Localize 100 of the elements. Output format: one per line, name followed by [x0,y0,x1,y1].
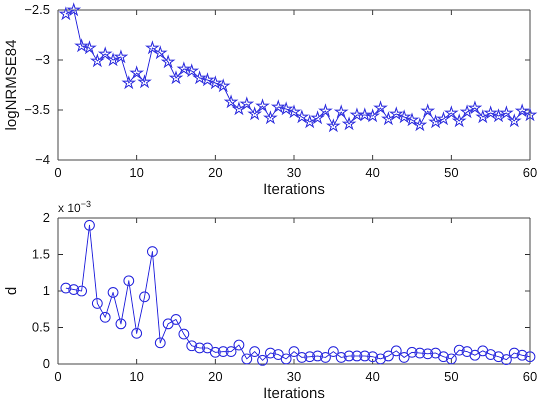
point [359,350,370,362]
point [108,287,119,298]
point [60,282,72,294]
point [477,345,488,356]
point [524,108,536,120]
point [469,350,480,361]
point [233,340,244,350]
point [446,353,457,364]
point [319,104,332,116]
point [178,328,190,340]
x-tick-label: 40 [365,165,380,180]
point [100,312,111,323]
point [334,105,348,118]
text: x 10$^{−3}$ [58,199,91,215]
point [452,114,466,126]
point [374,101,387,114]
point [123,275,134,286]
point [272,100,284,112]
point [280,353,292,364]
x-tick-label: 10 [129,369,144,384]
point [406,346,418,358]
point [257,354,268,366]
point [304,351,316,362]
point [382,112,395,124]
x-tick-label: 0 [54,165,62,180]
y-tick-label: −3 [35,52,50,68]
point [367,351,378,362]
y-tick-label: 1.5 [32,246,50,262]
x-tick-label: 40 [365,369,380,384]
point [492,109,505,122]
point [224,95,238,108]
x-tick-label: 0 [54,369,62,384]
x-tick-label: 20 [208,165,223,180]
point [516,104,528,116]
point [60,7,72,20]
point [390,107,402,120]
point [240,97,254,110]
point [241,353,252,364]
x-tick-label: 30 [286,165,302,180]
y-tick-label: 2 [42,210,50,226]
point [366,109,379,122]
point [288,346,300,358]
point [437,112,450,124]
point [193,71,206,84]
point [429,115,442,128]
point [106,53,120,66]
y-tick-label: 0 [42,356,50,372]
point [264,348,276,358]
x-tick-label: 50 [444,369,459,384]
point [375,353,386,364]
point [272,349,284,360]
point [344,350,355,362]
point [91,54,104,66]
y-tick-label: −2.5 [24,2,50,18]
point [328,346,339,358]
point [508,348,520,358]
point [68,3,80,16]
x-axis-title: Iterations [263,385,325,402]
point [382,350,394,362]
point [84,220,95,231]
point [320,352,331,363]
x-tick-label: 60 [522,165,538,180]
point [462,346,473,358]
point [194,342,206,354]
y-axis-title: logNRMSE84 [3,40,20,130]
x-tick-label: 60 [522,369,538,384]
point [68,284,80,295]
point [139,291,150,302]
point [406,113,418,126]
point [280,102,292,114]
point [146,246,158,258]
point [218,346,229,358]
point [264,111,277,124]
point [162,318,174,330]
point [485,349,496,360]
point [454,344,465,356]
point [146,41,159,54]
point [304,115,316,128]
point [249,346,260,358]
point [186,64,198,76]
point [98,47,112,60]
point [422,348,434,360]
x-tick-label: 30 [286,369,302,384]
point [460,105,474,118]
point [438,351,449,362]
point [232,102,246,114]
y-tick-label: −3.5 [24,102,50,118]
point [524,351,536,362]
point [162,55,174,68]
point [256,99,269,112]
point [248,107,261,120]
x-tick-label: 20 [208,369,223,384]
point [493,351,504,362]
point [398,352,410,363]
point [178,62,190,74]
point [342,117,356,130]
point [92,298,103,309]
point [130,66,143,78]
y-tick-label: −4 [35,152,50,168]
x-tick-label: 50 [444,165,459,180]
